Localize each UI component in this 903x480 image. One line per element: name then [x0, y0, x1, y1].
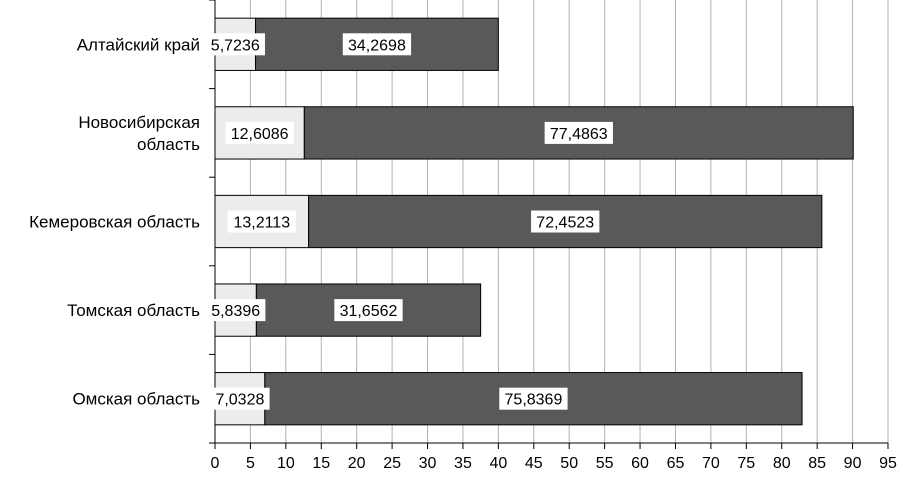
value-label: 7,0328: [215, 392, 264, 409]
value-label-box: [227, 210, 296, 233]
x-tick-label: 50: [560, 455, 578, 472]
value-label: 12,6086: [231, 126, 289, 143]
value-label: 77,4863: [550, 126, 608, 143]
category-label: Кемеровская область: [29, 213, 200, 232]
x-tick-label: 95: [879, 455, 897, 472]
category-label: Томская область: [67, 301, 200, 320]
x-tick-label: 45: [525, 455, 543, 472]
value-label: 13,2113: [233, 215, 290, 232]
x-tick-label: 15: [312, 455, 330, 472]
value-label: 72,4523: [536, 215, 594, 232]
x-tick-label: 35: [454, 455, 472, 472]
category-label: Алтайский край: [77, 35, 200, 54]
value-label-box: [544, 121, 613, 144]
x-tick-label: 25: [383, 455, 401, 472]
x-tick-label: 80: [773, 455, 791, 472]
category-label: область: [137, 135, 200, 154]
value-label-box: [342, 33, 412, 56]
axes: [209, 0, 889, 449]
value-label-box: [334, 299, 403, 322]
value-label-box: [531, 210, 600, 233]
labels: 0 5 10 15 20 25 30 35 40 45 50 55 60 65 70 75 80 85 90 95 5,…: [29, 33, 897, 472]
value-label-box: [205, 299, 266, 322]
x-tick-label: 20: [348, 455, 366, 472]
x-tick-label: 65: [667, 455, 685, 472]
x-tick-label: 55: [596, 455, 614, 472]
x-tick-label: 75: [737, 455, 755, 472]
x-tick-label: 30: [419, 455, 437, 472]
x-tick-label: 0: [211, 455, 220, 472]
value-label: 75,8369: [505, 392, 563, 409]
x-tick-label: 60: [631, 455, 649, 472]
x-tick-label: 90: [844, 455, 862, 472]
category-label: Новосибирская: [78, 113, 200, 132]
value-label: 31,6562: [340, 303, 398, 320]
x-tick-label: 85: [808, 455, 826, 472]
x-tick-label: 40: [489, 455, 507, 472]
value-label-box: [225, 121, 294, 144]
value-label: 34,2698: [348, 37, 406, 54]
value-label: 5,8396: [211, 303, 260, 320]
value-label-box: [205, 33, 265, 56]
x-tick-label: 5: [246, 455, 255, 472]
category-label: Омская область: [72, 390, 200, 409]
value-label-box: [499, 387, 568, 410]
value-label-box: [210, 387, 270, 410]
value-label: 5,7236: [211, 37, 260, 54]
x-tick-label: 10: [277, 455, 295, 472]
x-tick-label: 70: [702, 455, 720, 472]
